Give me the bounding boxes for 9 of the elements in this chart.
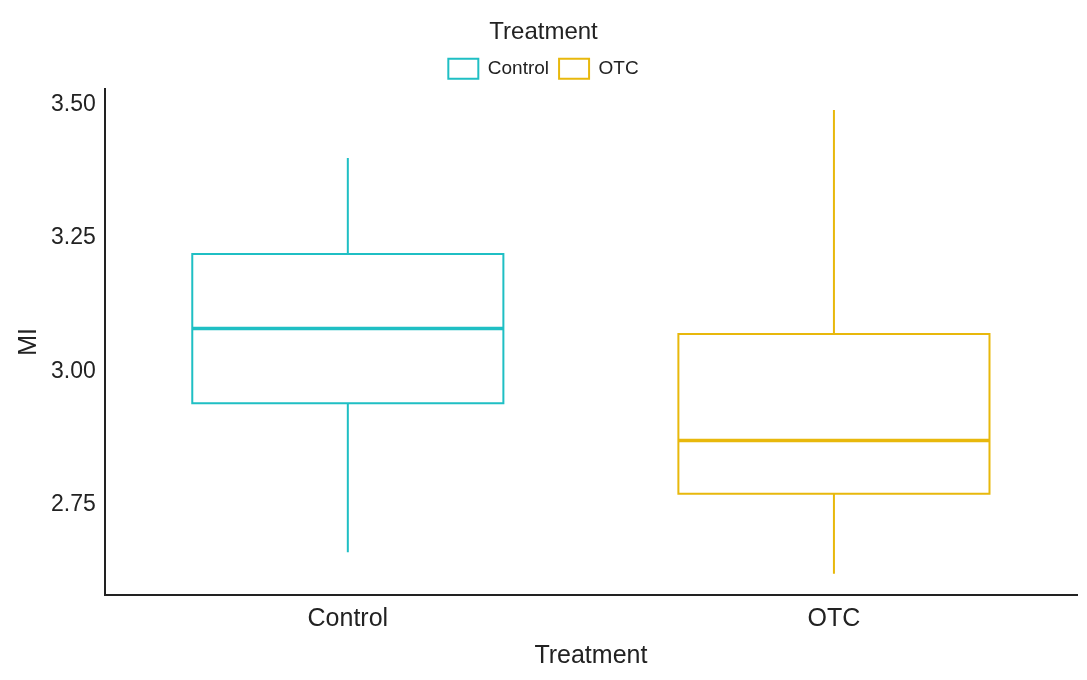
legend-label: Control	[487, 57, 550, 79]
y-tick-label: 3.00	[51, 356, 96, 383]
x-axis-title: Treatment	[534, 639, 648, 668]
legend-label: OTC	[598, 57, 639, 79]
y-axis-title: MI	[12, 328, 41, 356]
legend-title: Treatment	[489, 16, 599, 44]
y-tick-label: 2.75	[51, 489, 96, 516]
y-tick-label: 3.50	[51, 90, 96, 117]
y-tick-label: 3.25	[51, 223, 96, 250]
